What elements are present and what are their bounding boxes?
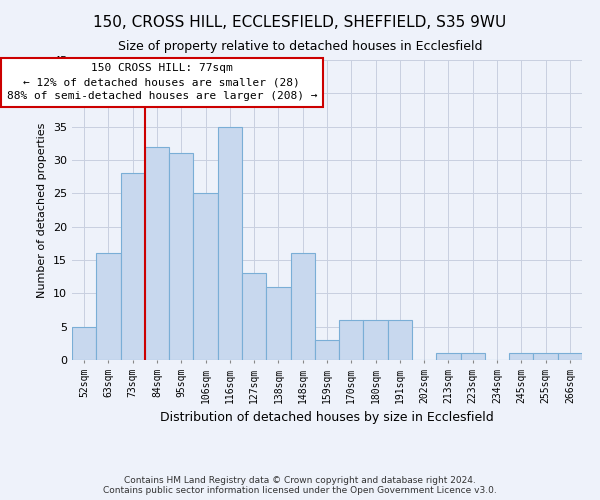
Bar — [96, 254, 121, 360]
Text: Contains HM Land Registry data © Crown copyright and database right 2024.
Contai: Contains HM Land Registry data © Crown c… — [103, 476, 497, 495]
Bar — [193, 194, 218, 360]
Bar — [388, 320, 412, 360]
Bar — [533, 354, 558, 360]
Bar — [509, 354, 533, 360]
Bar — [218, 126, 242, 360]
Bar — [145, 146, 169, 360]
Text: 150, CROSS HILL, ECCLESFIELD, SHEFFIELD, S35 9WU: 150, CROSS HILL, ECCLESFIELD, SHEFFIELD,… — [94, 15, 506, 30]
Bar — [121, 174, 145, 360]
Bar — [72, 326, 96, 360]
Bar — [266, 286, 290, 360]
Bar — [339, 320, 364, 360]
Bar — [364, 320, 388, 360]
Text: Size of property relative to detached houses in Ecclesfield: Size of property relative to detached ho… — [118, 40, 482, 53]
X-axis label: Distribution of detached houses by size in Ecclesfield: Distribution of detached houses by size … — [160, 411, 494, 424]
Bar — [315, 340, 339, 360]
Bar — [290, 254, 315, 360]
Text: 150 CROSS HILL: 77sqm
← 12% of detached houses are smaller (28)
88% of semi-deta: 150 CROSS HILL: 77sqm ← 12% of detached … — [7, 64, 317, 102]
Bar — [461, 354, 485, 360]
Bar — [436, 354, 461, 360]
Bar — [558, 354, 582, 360]
Bar — [242, 274, 266, 360]
Bar — [169, 154, 193, 360]
Y-axis label: Number of detached properties: Number of detached properties — [37, 122, 47, 298]
